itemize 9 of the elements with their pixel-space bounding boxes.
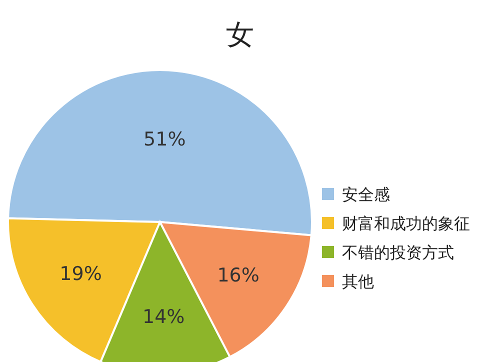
data-label: 51%	[144, 128, 186, 151]
data-label: 14%	[142, 306, 185, 328]
legend-label: 其他	[342, 272, 374, 291]
chart-title: 女	[226, 18, 254, 51]
legend-label: 安全感	[342, 185, 390, 204]
legend-label: 财富和成功的象征	[342, 214, 470, 233]
data-label: 16%	[217, 264, 260, 286]
legend-label: 不错的投资方式	[342, 243, 454, 262]
data-label: 19%	[60, 263, 102, 286]
